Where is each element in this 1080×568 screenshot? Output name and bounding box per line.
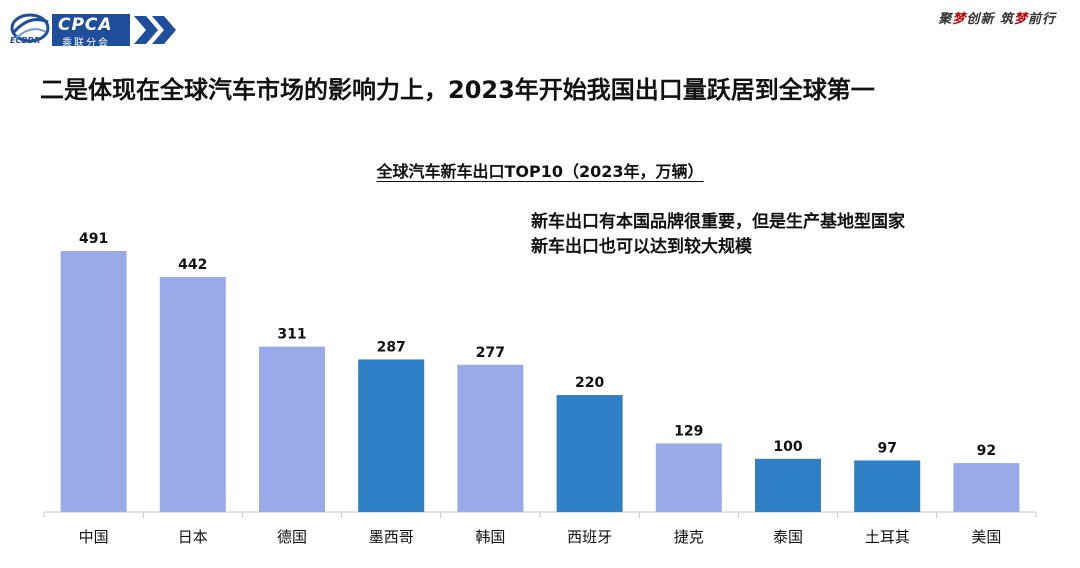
data-label: 97 bbox=[877, 440, 896, 456]
x-tick-label: 土耳其 bbox=[865, 528, 910, 546]
slogan-part: 创新 筑 bbox=[966, 12, 1014, 27]
note-line-2: 新车出口也可以达到较大规模 bbox=[531, 237, 752, 257]
bar-7 bbox=[655, 443, 722, 512]
cpca-logo: ECBDR CPCA 乘联分会 bbox=[6, 6, 176, 50]
data-label: 491 bbox=[79, 231, 108, 247]
x-tick-label: 西班牙 bbox=[567, 528, 612, 546]
bar-2 bbox=[159, 277, 226, 512]
globe-logo-icon bbox=[10, 13, 50, 43]
page-headline: 二是体现在全球汽车市场的影响力上，2023年开始我国出口量跃居到全球第一 bbox=[40, 76, 875, 104]
bar-8 bbox=[755, 458, 821, 512]
data-label: 311 bbox=[277, 327, 306, 343]
chart-title-wrap: 全球汽车新车出口TOP10（2023年，万辆） bbox=[0, 158, 1080, 182]
x-tick-label: 捷克 bbox=[674, 528, 704, 546]
data-label: 287 bbox=[377, 339, 406, 355]
x-tick-label: 韩国 bbox=[475, 528, 505, 546]
bar-5 bbox=[457, 364, 524, 512]
x-tick-label: 日本 bbox=[178, 528, 208, 546]
x-tick-label: 德国 bbox=[277, 528, 307, 546]
x-tick-label: 墨西哥 bbox=[369, 528, 414, 546]
logo-caption: ECBDR bbox=[10, 36, 41, 45]
bar-6 bbox=[556, 395, 623, 512]
slogan-part: 梦 bbox=[1013, 12, 1028, 27]
slogan: 聚梦创新 筑梦前行 bbox=[938, 8, 1056, 27]
chevron-right-icon bbox=[134, 16, 176, 44]
x-tick-label: 泰国 bbox=[773, 528, 803, 546]
x-tick-label: 中国 bbox=[79, 528, 109, 546]
data-label: 92 bbox=[977, 443, 996, 459]
data-label: 100 bbox=[773, 439, 802, 455]
slogan-part: 梦 bbox=[952, 12, 967, 27]
bar-9 bbox=[854, 460, 921, 512]
data-label: 220 bbox=[575, 375, 604, 391]
logo-text: CPCA bbox=[58, 15, 113, 35]
bar-10 bbox=[953, 463, 1020, 512]
chart-title: 全球汽车新车出口TOP10（2023年，万辆） bbox=[376, 162, 704, 181]
bar-1 bbox=[60, 251, 127, 512]
bar-4 bbox=[358, 359, 425, 512]
data-label: 129 bbox=[674, 423, 703, 439]
data-label: 277 bbox=[476, 345, 505, 361]
logo-box: CPCA 乘联分会 bbox=[52, 14, 130, 49]
slogan-part: 前行 bbox=[1027, 12, 1056, 27]
slogan-part: 聚 bbox=[938, 12, 953, 27]
bar-3 bbox=[259, 346, 325, 512]
x-tick-label: 美国 bbox=[971, 528, 1001, 546]
logo-subtext: 乘联分会 bbox=[62, 38, 110, 49]
data-label: 442 bbox=[178, 257, 207, 273]
note-line-1: 新车出口有本国品牌很重要，但是生产基地型国家 bbox=[531, 212, 905, 232]
annotation-note: 新车出口有本国品牌很重要，但是生产基地型国家 新车出口也可以达到较大规模 bbox=[531, 210, 905, 260]
